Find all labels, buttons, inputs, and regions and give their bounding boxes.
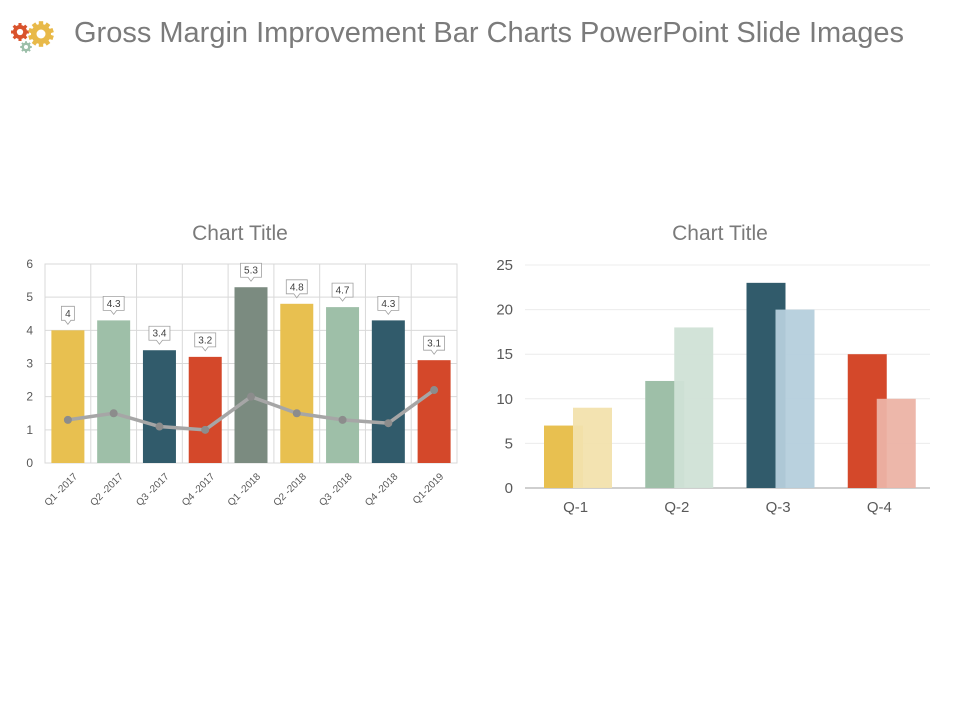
data-label-callout: 4.8	[285, 279, 308, 299]
y-tick-label: 0	[505, 480, 513, 497]
data-label-callout: 3.2	[194, 332, 217, 352]
x-tick-label: Q2 -2017	[89, 471, 127, 509]
bar	[573, 407, 612, 488]
y-tick-label: 6	[26, 257, 33, 271]
y-tick-label: 0	[26, 456, 33, 470]
x-tick-label: Q-1	[563, 499, 588, 516]
chart-right-title: Chart Title	[672, 222, 768, 245]
bar	[674, 327, 714, 488]
x-tick-label: Q3 -2018	[317, 471, 355, 509]
y-tick-label: 3	[26, 357, 33, 371]
gears-icon	[11, 21, 54, 53]
y-tick-label: 5	[26, 290, 33, 304]
x-tick-label: Q2 -2018	[272, 471, 310, 509]
y-tick-label: 15	[496, 346, 513, 363]
data-label: 4.8	[290, 282, 304, 293]
data-label: 3.4	[152, 329, 166, 340]
gear-red-icon	[11, 23, 29, 41]
data-label: 4	[65, 309, 71, 320]
x-tick-label: Q3 -2017	[134, 471, 172, 509]
line-point	[430, 386, 439, 395]
bar	[280, 303, 314, 463]
x-tick-label: Q1 -2018	[226, 471, 264, 509]
gear-yellow-icon	[28, 21, 54, 47]
line-point	[201, 425, 210, 434]
x-tick-label: Q-3	[766, 499, 791, 516]
bar	[97, 320, 131, 463]
bar	[234, 287, 268, 463]
line-point	[338, 415, 347, 424]
data-label-callout: 4.7	[331, 282, 354, 302]
chart-left-plot: 0 1 2 3 4 5 6 4 4.3 3.4 3.2 5.3 4.8 4.7 4.3 3.1 Q1 -2017…	[26, 257, 458, 509]
data-label: 3.2	[198, 335, 212, 346]
data-label: 4.7	[336, 286, 350, 297]
data-label: 3.1	[427, 339, 441, 350]
data-label-callout: 3.1	[423, 335, 446, 355]
y-tick-label: 5	[505, 435, 513, 452]
data-label: 4.3	[107, 299, 121, 310]
line-point	[155, 422, 164, 431]
bar	[51, 330, 85, 463]
y-tick-label: 4	[26, 323, 33, 337]
line-point	[292, 409, 301, 418]
x-tick-label: Q4 -2018	[363, 471, 401, 509]
slide-header: Gross Margin Improvement Bar Charts Powe…	[0, 0, 960, 70]
data-label: 4.3	[381, 299, 395, 310]
data-label-callout: 4.3	[102, 295, 125, 316]
x-tick-label: Q-2	[664, 499, 689, 516]
chart-left-title: Chart Title	[192, 222, 288, 245]
chart-right-plot: 0 5 10 15 20 25 Q-1 Q-2 Q-3 Q-4	[496, 257, 930, 516]
page-title: Gross Margin Improvement Bar Charts Powe…	[74, 17, 905, 49]
chart-right-container: Chart Title 0 5 10 15 20 25 Q-1 Q-2 Q-3 Q-4	[480, 210, 960, 540]
bar	[775, 309, 815, 488]
y-tick-label: 25	[496, 257, 513, 274]
line-point	[109, 409, 118, 418]
gear-green-icon	[20, 41, 32, 53]
y-tick-label: 10	[496, 391, 513, 408]
chart-left-container: Chart Title 0 1 2 3 4 5 6 4 4.3 3.4 3.2 5.3 4.8 4.7 4.…	[0, 210, 480, 540]
x-tick-label: Q1 -2017	[43, 471, 81, 509]
line-point	[63, 415, 72, 424]
data-label-callout: 4	[60, 305, 75, 325]
data-label-callout: 5.3	[240, 262, 262, 282]
bar	[188, 356, 222, 463]
bar	[142, 350, 176, 463]
y-tick-label: 1	[26, 423, 33, 437]
y-tick-label: 2	[26, 390, 33, 404]
line-point	[247, 392, 255, 401]
x-tick-label: Q1-2019	[411, 471, 447, 507]
bar	[371, 320, 405, 463]
y-tick-label: 20	[496, 302, 513, 319]
x-tick-label: Q4 -2017	[180, 471, 218, 509]
x-tick-label: Q-4	[867, 499, 892, 516]
data-label-callout: 4.3	[377, 295, 400, 316]
bar	[326, 307, 360, 463]
line-point	[384, 419, 393, 428]
bar	[876, 398, 916, 488]
data-label: 5.3	[244, 266, 258, 277]
bar	[417, 360, 451, 463]
data-label-callout: 3.4	[148, 325, 171, 345]
